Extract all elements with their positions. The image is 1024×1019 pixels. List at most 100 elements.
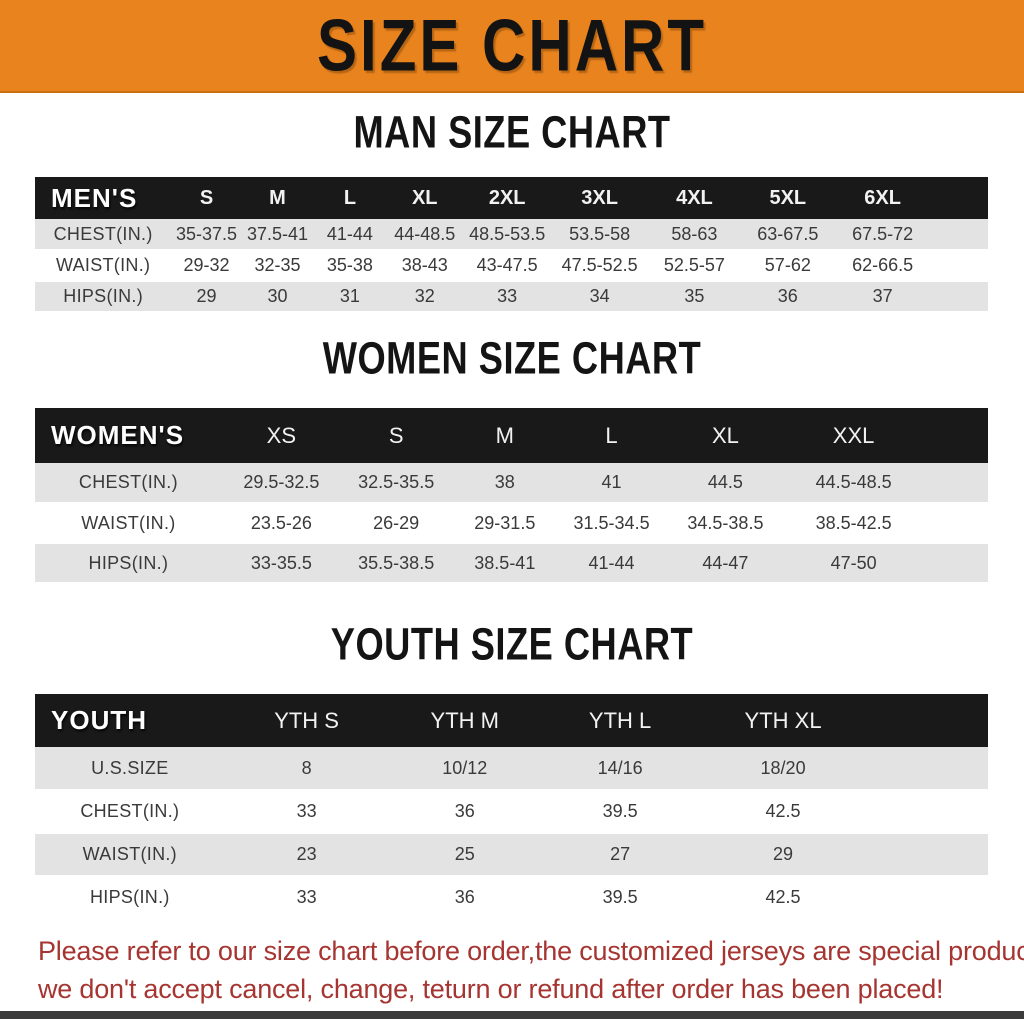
order-note-line-1: Please refer to our size chart before or… bbox=[38, 936, 1024, 966]
youth-col-header: YTH S bbox=[224, 694, 389, 747]
size-cell: 39.5 bbox=[541, 876, 700, 920]
women-hips-row: HIPS(IN.) 33-35.5 35.5-38.5 38.5-41 41-4… bbox=[35, 543, 988, 584]
size-cell: 33 bbox=[224, 876, 389, 920]
size-cell: 44-47 bbox=[664, 543, 786, 584]
size-cell: 58-63 bbox=[647, 219, 742, 251]
size-cell: 33 bbox=[224, 790, 389, 834]
women-col-header: XXL bbox=[785, 408, 922, 463]
row-label: HIPS(IN.) bbox=[35, 876, 225, 920]
size-cell: 31.5-34.5 bbox=[558, 503, 665, 544]
size-cell: 29-32 bbox=[171, 250, 242, 282]
women-col-header: XS bbox=[221, 408, 341, 463]
banner: SIZE CHART bbox=[0, 0, 1024, 93]
youth-corner-label: YOUTH bbox=[35, 694, 225, 747]
size-cell: 42.5 bbox=[699, 790, 867, 834]
spacer-cell bbox=[866, 833, 988, 877]
page-title: SIZE CHART bbox=[317, 4, 707, 87]
size-cell: 27 bbox=[541, 833, 700, 877]
women-corner-label: WOMEN'S bbox=[35, 408, 222, 463]
youth-section-heading: YOUTH SIZE CHART bbox=[330, 619, 694, 670]
spacer-cell bbox=[921, 463, 988, 504]
size-cell: 32.5-35.5 bbox=[340, 463, 452, 504]
size-cell: 36 bbox=[388, 790, 542, 834]
man-corner-label: MEN'S bbox=[35, 177, 172, 219]
man-col-header: S bbox=[171, 177, 242, 219]
spacer-cell bbox=[930, 281, 988, 313]
order-note: Please refer to our size chart before or… bbox=[38, 932, 1024, 1008]
row-label: WAIST(IN.) bbox=[35, 250, 172, 282]
size-cell: 41-44 bbox=[558, 543, 665, 584]
size-cell: 32 bbox=[386, 281, 463, 313]
spacer-cell bbox=[921, 503, 988, 544]
youth-col-header: YTH M bbox=[388, 694, 542, 747]
size-cell: 41 bbox=[558, 463, 665, 504]
size-cell: 23.5-26 bbox=[221, 503, 341, 544]
man-col-header: XL bbox=[386, 177, 463, 219]
youth-header-row: YOUTH YTH S YTH M YTH L YTH XL bbox=[35, 694, 988, 747]
man-section-heading: MAN SIZE CHART bbox=[353, 107, 671, 158]
spacer-cell bbox=[866, 790, 988, 834]
youth-chest-row: CHEST(IN.) 33 36 39.5 42.5 bbox=[35, 790, 988, 834]
size-cell: 39.5 bbox=[541, 790, 700, 834]
size-cell: 57-62 bbox=[741, 250, 835, 282]
man-col-header: M bbox=[241, 177, 314, 219]
size-cell: 53.5-58 bbox=[551, 219, 648, 251]
spacer-cell bbox=[921, 408, 988, 463]
order-note-line-2: we don't accept cancel, change, teturn o… bbox=[38, 974, 944, 1004]
man-col-header: 3XL bbox=[551, 177, 648, 219]
man-chest-row: CHEST(IN.) 35-37.5 37.5-41 41-44 44-48.5… bbox=[35, 219, 988, 251]
women-col-header: M bbox=[451, 408, 559, 463]
size-cell: 35-38 bbox=[313, 250, 387, 282]
size-cell: 31 bbox=[313, 281, 387, 313]
size-cell: 43-47.5 bbox=[462, 250, 552, 282]
man-waist-row: WAIST(IN.) 29-32 32-35 35-38 38-43 43-47… bbox=[35, 250, 988, 282]
row-label: CHEST(IN.) bbox=[35, 219, 172, 251]
women-col-header: S bbox=[340, 408, 452, 463]
size-cell: 8 bbox=[224, 747, 389, 791]
row-label: HIPS(IN.) bbox=[35, 543, 222, 584]
row-label: CHEST(IN.) bbox=[35, 463, 222, 504]
size-cell: 37.5-41 bbox=[241, 219, 314, 251]
size-cell: 52.5-57 bbox=[647, 250, 742, 282]
row-label: CHEST(IN.) bbox=[35, 790, 225, 834]
size-cell: 48.5-53.5 bbox=[462, 219, 552, 251]
size-cell: 32-35 bbox=[241, 250, 314, 282]
size-cell: 42.5 bbox=[699, 876, 867, 920]
spacer-cell bbox=[930, 219, 988, 251]
man-col-header: 5XL bbox=[741, 177, 835, 219]
size-cell: 67.5-72 bbox=[834, 219, 931, 251]
size-cell: 62-66.5 bbox=[834, 250, 931, 282]
size-cell: 44.5-48.5 bbox=[785, 463, 922, 504]
size-cell: 36 bbox=[741, 281, 835, 313]
size-cell: 33-35.5 bbox=[221, 543, 341, 584]
women-header-row: WOMEN'S XS S M L XL XXL bbox=[35, 408, 988, 463]
women-size-table: WOMEN'S XS S M L XL XXL CHEST(IN.) 29.5-… bbox=[35, 408, 988, 584]
youth-hips-row: HIPS(IN.) 33 36 39.5 42.5 bbox=[35, 876, 988, 920]
man-size-table: MEN'S S M L XL 2XL 3XL 4XL 5XL 6XL CHEST… bbox=[35, 177, 988, 313]
man-header-row: MEN'S S M L XL 2XL 3XL 4XL 5XL 6XL bbox=[35, 177, 988, 219]
man-hips-row: HIPS(IN.) 29 30 31 32 33 34 35 36 37 bbox=[35, 281, 988, 313]
youth-ussize-row: U.S.SIZE 8 10/12 14/16 18/20 bbox=[35, 747, 988, 791]
man-col-header: 4XL bbox=[647, 177, 742, 219]
spacer-cell bbox=[921, 543, 988, 584]
size-cell: 38.5-42.5 bbox=[785, 503, 922, 544]
size-cell: 29.5-32.5 bbox=[221, 463, 341, 504]
size-cell: 37 bbox=[834, 281, 931, 313]
size-cell: 35 bbox=[647, 281, 742, 313]
size-cell: 36 bbox=[388, 876, 542, 920]
women-section-heading: WOMEN SIZE CHART bbox=[322, 333, 702, 384]
size-cell: 38.5-41 bbox=[451, 543, 559, 584]
row-label: HIPS(IN.) bbox=[35, 281, 172, 313]
youth-col-header: YTH L bbox=[541, 694, 700, 747]
size-cell: 29 bbox=[171, 281, 242, 313]
bottom-bar bbox=[0, 1011, 1024, 1019]
size-cell: 18/20 bbox=[699, 747, 867, 791]
man-col-header: L bbox=[313, 177, 387, 219]
size-cell: 23 bbox=[224, 833, 389, 877]
size-cell: 34 bbox=[551, 281, 648, 313]
size-cell: 63-67.5 bbox=[741, 219, 835, 251]
size-cell: 30 bbox=[241, 281, 314, 313]
row-label: U.S.SIZE bbox=[35, 747, 225, 791]
man-col-header: 2XL bbox=[462, 177, 552, 219]
